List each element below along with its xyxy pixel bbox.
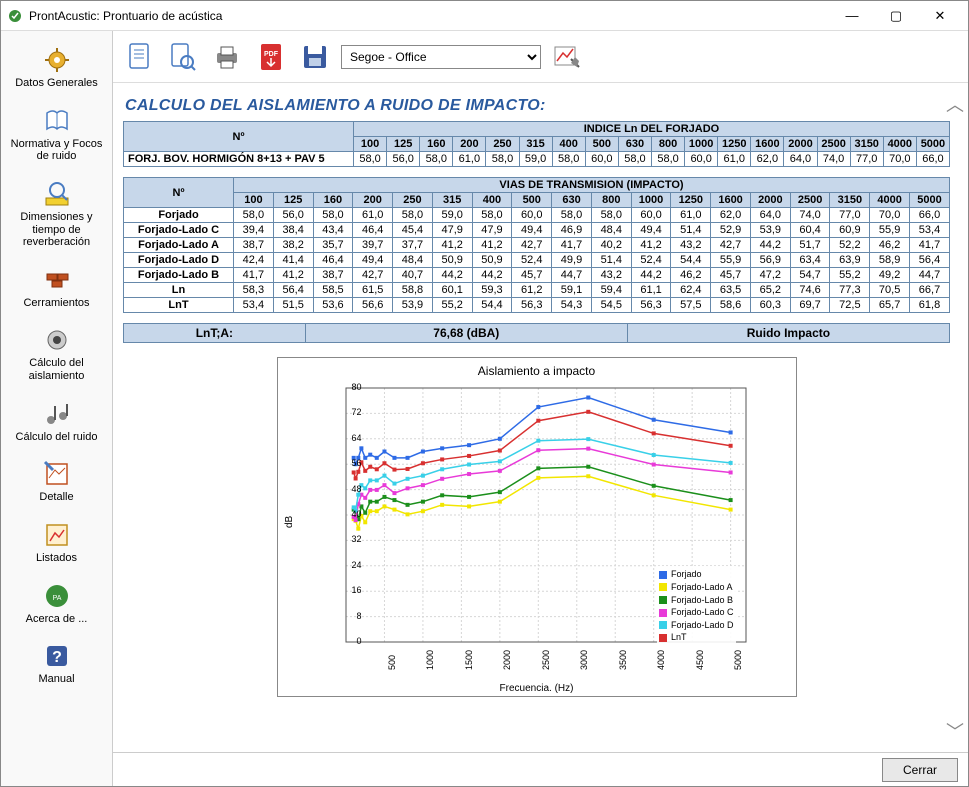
table-indice-forjado: NºINDICE Ln DEL FORJADO10012516020025031… bbox=[123, 121, 950, 167]
maximize-button[interactable]: ▢ bbox=[874, 2, 918, 30]
speaker-icon bbox=[42, 325, 72, 355]
sidebar-item-label: Acerca de ... bbox=[26, 613, 88, 626]
report-button[interactable] bbox=[121, 39, 157, 75]
sidebar-item-5[interactable]: Cálculo del ruido bbox=[1, 393, 112, 454]
sidebar-item-label: Normativa y Focos de ruido bbox=[5, 138, 108, 163]
svg-text:?: ? bbox=[52, 649, 62, 666]
sidebar-item-label: Detalle bbox=[39, 491, 73, 504]
chart: Aislamiento a impacto dB ForjadoForjado-… bbox=[277, 357, 797, 697]
gear-icon bbox=[42, 45, 72, 75]
app-icon bbox=[7, 8, 23, 24]
table-vias-transmision: NºVIAS DE TRANSMISION (IMPACTO)100125160… bbox=[123, 177, 950, 313]
chart-xlabel: Frecuencia. (Hz) bbox=[278, 683, 796, 694]
scroll-down-icon[interactable]: ﹀ bbox=[946, 718, 964, 744]
scroll-up-icon[interactable]: ︿ bbox=[946, 91, 964, 117]
list-icon bbox=[42, 520, 72, 550]
chart-tool-button[interactable] bbox=[549, 39, 585, 75]
sidebar-item-label: Manual bbox=[38, 673, 74, 686]
sidebar-item-9[interactable]: ? Manual bbox=[1, 635, 112, 696]
print-button[interactable] bbox=[209, 39, 245, 75]
svg-text:PA: PA bbox=[52, 595, 61, 602]
sidebar-item-label: Listados bbox=[36, 552, 77, 565]
sidebar-item-4[interactable]: Cálculo del aislamiento bbox=[1, 319, 112, 392]
summary-val1: 76,68 (dBA) bbox=[305, 324, 627, 343]
font-select[interactable]: Segoe - Office bbox=[341, 45, 541, 69]
toolbar: PDF Segoe - Office bbox=[113, 31, 968, 83]
close-dialog-button[interactable]: Cerrar bbox=[882, 758, 958, 782]
sidebar-item-2[interactable]: Dimensiones y tiempo de reverberación bbox=[1, 173, 112, 259]
sidebar-item-label: Datos Generales bbox=[15, 77, 98, 90]
bricks-icon bbox=[42, 265, 72, 295]
sidebar-item-1[interactable]: Normativa y Focos de ruido bbox=[1, 100, 112, 173]
content-area: ︿ CALCULO DEL AISLAMIENTO A RUIDO DE IMP… bbox=[113, 83, 968, 752]
pdf-button[interactable]: PDF bbox=[253, 39, 289, 75]
notes-icon bbox=[42, 399, 72, 429]
sidebar-item-7[interactable]: Listados bbox=[1, 514, 112, 575]
footer: Cerrar bbox=[113, 752, 968, 786]
sidebar-item-label: Cálculo del aislamiento bbox=[5, 357, 108, 382]
summary-val2: Ruido Impacto bbox=[627, 324, 949, 343]
save-button[interactable] bbox=[297, 39, 333, 75]
chart-ylabel: dB bbox=[284, 516, 295, 528]
minimize-button[interactable]: — bbox=[830, 2, 874, 30]
sidebar-item-0[interactable]: Datos Generales bbox=[1, 39, 112, 100]
sidebar-item-label: Cerramientos bbox=[23, 297, 89, 310]
preview-button[interactable] bbox=[165, 39, 201, 75]
summary-row: LnT;A: 76,68 (dBA) Ruido Impacto bbox=[123, 323, 950, 343]
sidebar-item-8[interactable]: PA Acerca de ... bbox=[1, 575, 112, 636]
ruler-icon bbox=[42, 179, 72, 209]
detail-icon bbox=[42, 459, 72, 489]
book-icon bbox=[42, 106, 72, 136]
titlebar: ProntAcustic: Prontuario de acústica — ▢… bbox=[1, 1, 968, 31]
chart-title: Aislamiento a impacto bbox=[284, 364, 790, 378]
chart-legend: ForjadoForjado-Lado AForjado-Lado BForja… bbox=[657, 566, 736, 646]
summary-key: LnT;A: bbox=[124, 324, 306, 343]
sidebar-item-6[interactable]: Detalle bbox=[1, 453, 112, 514]
sidebar-item-label: Dimensiones y tiempo de reverberación bbox=[5, 211, 108, 249]
sidebar-item-3[interactable]: Cerramientos bbox=[1, 259, 112, 320]
sidebar: Datos Generales Normativa y Focos de ruid… bbox=[1, 31, 113, 786]
section-title: CALCULO DEL AISLAMIENTO A RUIDO DE IMPAC… bbox=[125, 97, 950, 115]
help-icon: ? bbox=[42, 641, 72, 671]
sidebar-item-label: Cálculo del ruido bbox=[16, 431, 98, 444]
svg-text:PDF: PDF bbox=[264, 51, 279, 58]
window-title: ProntAcustic: Prontuario de acústica bbox=[29, 9, 830, 23]
about-icon: PA bbox=[42, 581, 72, 611]
close-button[interactable]: ✕ bbox=[918, 2, 962, 30]
